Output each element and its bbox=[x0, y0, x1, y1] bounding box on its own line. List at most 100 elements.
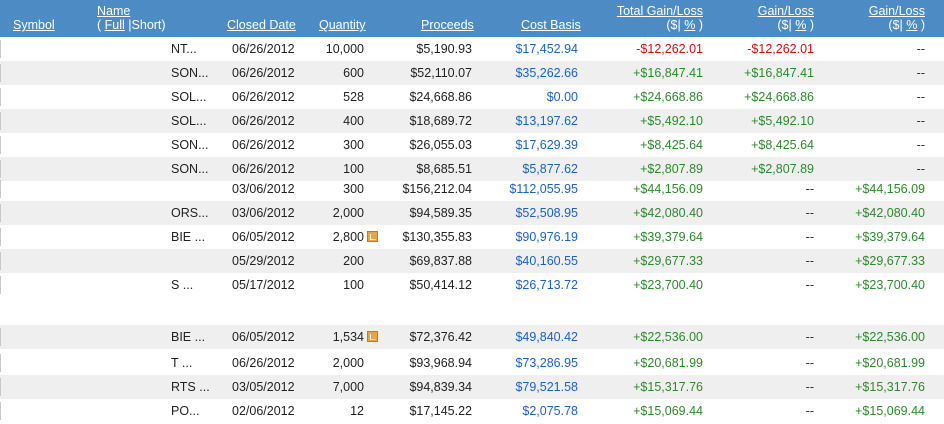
gain-loss-cell: -- bbox=[805, 330, 814, 344]
gain-loss-column-header[interactable]: Gain/Loss bbox=[757, 4, 814, 18]
table-row[interactable]: SON... 06/26/2012 100 $8,685.51 $5,877.62 +$2… bbox=[0, 157, 944, 181]
table-row[interactable]: 03/06/2012 300 $156,212.04 $112,055.95 +$44,… bbox=[0, 177, 944, 201]
table-row[interactable]: RTS ... 03/05/2012 7,000 $94,839.34 $79,521.… bbox=[0, 375, 944, 399]
row-left-border bbox=[0, 402, 1, 420]
gain-loss-cell: -$12,262.01 bbox=[747, 42, 814, 56]
total-gain-loss-cell: +$39,379.64 bbox=[633, 230, 703, 244]
name-cell: NT... bbox=[171, 42, 197, 56]
table-row[interactable]: BIE ... 06/05/2012 1,534 $72,376.42 $49,840.… bbox=[0, 325, 944, 349]
table-row[interactable]: SON... 06/26/2012 600 $52,110.07 $35,262.66 +… bbox=[0, 61, 944, 85]
row-left-border bbox=[0, 64, 1, 82]
gain-loss-cell: +$2,807.89 bbox=[751, 162, 814, 176]
row-left-border bbox=[0, 88, 1, 106]
proceeds-column-header[interactable]: Proceeds bbox=[421, 18, 474, 32]
name-cell: S ... bbox=[171, 278, 194, 292]
cost-basis-cell: $90,976.19 bbox=[515, 230, 578, 244]
proceeds-cell: $24,668.86 bbox=[409, 90, 472, 104]
total-gain-loss-cell: +$24,668.86 bbox=[633, 90, 703, 104]
table-row[interactable]: NT... 06/26/2012 10,000 $5,190.93 $17,452.94… bbox=[0, 37, 944, 61]
name-column-header[interactable]: Name bbox=[97, 4, 131, 18]
quantity-cell: 12 bbox=[350, 404, 364, 418]
name-cell: SOL... bbox=[171, 90, 207, 104]
gain-loss-cell: -- bbox=[805, 404, 814, 418]
total-gain-loss-cell: +$2,807.89 bbox=[640, 162, 703, 176]
cost-basis-cell: $13,197.62 bbox=[515, 114, 578, 128]
total-gain-loss-cell: +$42,080.40 bbox=[633, 206, 703, 220]
cost-basis-cell: $49,840.42 bbox=[515, 330, 578, 344]
total-gain-loss-cell: +$23,700.40 bbox=[633, 278, 703, 292]
row-left-border bbox=[0, 276, 1, 294]
quantity-cell: 600 bbox=[343, 66, 364, 80]
gain-loss-cell: -- bbox=[805, 356, 814, 370]
table-row[interactable]: ORS... 03/06/2012 2,000 $94,589.35 $52,508.9… bbox=[0, 201, 944, 225]
proceeds-cell: $93,968.94 bbox=[409, 356, 472, 370]
gain-loss-cell-2: -- bbox=[916, 138, 925, 152]
cost-basis-cell: $112,055.95 bbox=[509, 182, 578, 196]
note-icon[interactable] bbox=[367, 331, 378, 342]
proceeds-cell: $5,190.93 bbox=[416, 42, 472, 56]
closed-date-cell: 05/29/2012 bbox=[232, 254, 295, 268]
row-left-border bbox=[0, 354, 1, 372]
gain-loss-column-header-2[interactable]: Gain/Loss bbox=[868, 4, 925, 18]
total-gain-loss-cell: +$16,847.41 bbox=[633, 66, 703, 80]
quantity-column-header[interactable]: Quantity bbox=[319, 18, 366, 32]
closed-date-cell: 06/26/2012 bbox=[232, 114, 295, 128]
cost-basis-cell: $73,286.95 bbox=[515, 356, 578, 370]
proceeds-cell: $69,837.88 bbox=[409, 254, 472, 268]
table-row[interactable]: BIE ... 06/05/2012 2,800 $130,355.83 $90,976… bbox=[0, 225, 944, 249]
table-row[interactable]: SON... 06/26/2012 300 $26,055.03 $17,629.39 +… bbox=[0, 133, 944, 157]
gain-loss-cell-2: +$15,317.76 bbox=[855, 380, 925, 394]
cost-basis-cell: $2,075.78 bbox=[522, 404, 578, 418]
gain-loss-cell-2: +$44,156.09 bbox=[855, 182, 925, 196]
row-left-border bbox=[0, 160, 1, 178]
closed-date-cell: 06/26/2012 bbox=[232, 138, 295, 152]
gain-loss-cell: +$5,492.10 bbox=[751, 114, 814, 128]
gain-loss-cell-2: +$20,681.99 bbox=[855, 356, 925, 370]
gain-loss-cell-2: +$29,677.33 bbox=[855, 254, 925, 268]
total-gain-loss-cell: +$5,492.10 bbox=[640, 114, 703, 128]
table-row[interactable]: SOL... 06/26/2012 400 $18,689.72 $13,197.62 +… bbox=[0, 109, 944, 133]
closed-date-cell: 06/26/2012 bbox=[232, 356, 295, 370]
gain-loss-cell-2: +$23,700.40 bbox=[855, 278, 925, 292]
row-left-border bbox=[0, 40, 1, 58]
table-row[interactable]: T ... 06/26/2012 2,000 $93,968.94 $73,286.95… bbox=[0, 351, 944, 375]
gain-loss-cell: +$24,668.86 bbox=[744, 90, 814, 104]
quantity-cell: 528 bbox=[343, 90, 364, 104]
gain-loss-cell-2: -- bbox=[916, 66, 925, 80]
row-left-border bbox=[0, 328, 1, 346]
closed-date-cell: 03/06/2012 bbox=[232, 182, 295, 196]
row-left-border bbox=[0, 378, 1, 396]
quantity-cell: 1,534 bbox=[332, 330, 364, 344]
gain-loss-cell: -- bbox=[805, 254, 814, 268]
cost-basis-cell: $17,452.94 bbox=[515, 42, 578, 56]
name-view-toggle: ( Full |Short) bbox=[97, 18, 166, 32]
total-gain-loss-column-header[interactable]: Total Gain/Loss bbox=[616, 4, 703, 18]
gain-loss-units-2: ($| % ) bbox=[888, 18, 925, 32]
symbol-column-header[interactable]: Symbol bbox=[13, 18, 55, 32]
proceeds-cell: $26,055.03 bbox=[409, 138, 472, 152]
table-row[interactable]: 05/29/2012 200 $69,837.88 $40,160.55 +$29,67… bbox=[0, 249, 944, 273]
closed-date-column-header[interactable]: Closed Date bbox=[227, 18, 296, 32]
gain-loss-percent-link[interactable]: % bbox=[795, 18, 807, 32]
table-row[interactable]: PO... 02/06/2012 12 $17,145.22 $2,075.78 +$15… bbox=[0, 399, 944, 423]
gain-loss-cell: -- bbox=[805, 206, 814, 220]
note-icon[interactable] bbox=[367, 231, 378, 242]
proceeds-cell: $130,355.83 bbox=[402, 230, 472, 244]
name-short-link[interactable]: Short bbox=[131, 18, 162, 32]
gain-loss-cell: -- bbox=[805, 278, 814, 292]
name-cell: RTS ... bbox=[171, 380, 210, 394]
gain-loss-cell-2: -- bbox=[916, 114, 925, 128]
table-row[interactable]: SOL... 06/26/2012 528 $24,668.86 $0.00 +$24,6… bbox=[0, 85, 944, 109]
table-row[interactable]: S ... 05/17/2012 100 $50,414.12 $26,713.72 +$… bbox=[0, 273, 944, 297]
cost-basis-cell: $52,508.95 bbox=[515, 206, 578, 220]
row-left-border bbox=[0, 204, 1, 222]
cost-basis-cell: $17,629.39 bbox=[515, 138, 578, 152]
total-gain-loss-cell: +$29,677.33 bbox=[633, 254, 703, 268]
gain-loss-cell: +$16,847.41 bbox=[744, 66, 814, 80]
total-gain-loss-percent-link[interactable]: % bbox=[684, 18, 696, 32]
gain-loss-percent-link-2[interactable]: % bbox=[906, 18, 918, 32]
name-full-link[interactable]: Full bbox=[104, 18, 125, 32]
quantity-cell: 200 bbox=[343, 254, 364, 268]
cost-basis-column-header[interactable]: Cost Basis bbox=[521, 18, 581, 32]
